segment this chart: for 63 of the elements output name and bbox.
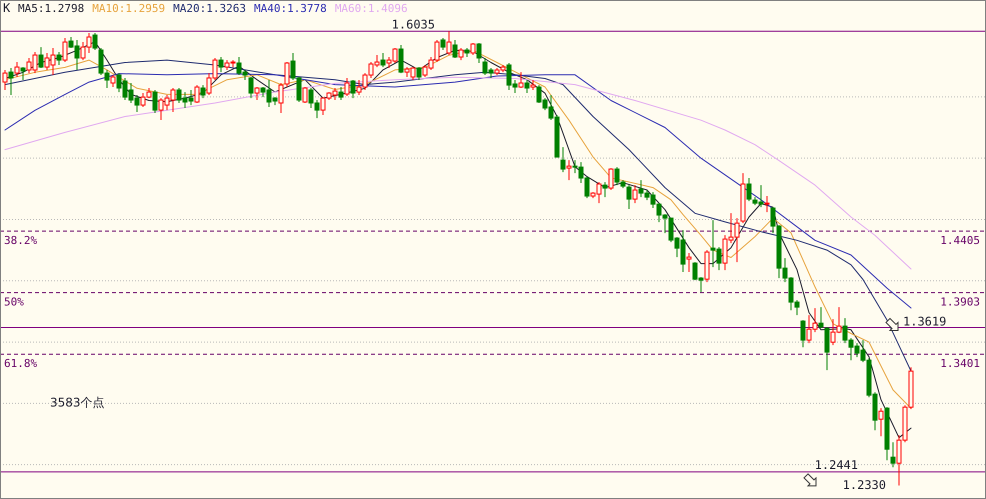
candlestick xyxy=(92,32,98,51)
annotation: 1.2441 xyxy=(814,458,858,472)
candlestick xyxy=(344,77,350,96)
candlestick xyxy=(764,196,770,213)
annotation: 61.8% xyxy=(4,357,38,370)
candlestick xyxy=(56,51,62,66)
candlestick xyxy=(200,84,206,99)
candlestick xyxy=(2,70,8,90)
annotation: 3583个点 xyxy=(50,396,105,410)
candlestick xyxy=(602,182,608,198)
annotation: 1.3619 xyxy=(903,314,946,328)
annotation: K xyxy=(3,1,11,15)
text: MA5:1.2798 xyxy=(18,2,84,15)
candlestick xyxy=(440,38,446,51)
candlestick xyxy=(878,408,884,437)
candlestick xyxy=(560,146,566,173)
candlestick xyxy=(194,84,200,104)
candlestick xyxy=(284,62,290,88)
candlestick xyxy=(446,30,452,56)
candlestick xyxy=(380,52,386,68)
candlestick xyxy=(746,178,752,202)
candlestick xyxy=(14,62,20,78)
candlestick xyxy=(416,66,422,81)
candlestick xyxy=(632,184,638,204)
candlestick xyxy=(248,76,254,99)
candlestick xyxy=(152,89,158,114)
candlestick xyxy=(530,80,536,90)
candlestick xyxy=(110,74,116,88)
candlestick xyxy=(686,252,692,273)
candlestick xyxy=(626,184,632,210)
candlestick xyxy=(38,46,44,69)
candlestick xyxy=(62,38,68,63)
annotation: 1.2330 xyxy=(842,478,886,492)
text: MA40:1.3778 xyxy=(254,2,327,15)
candlestick xyxy=(818,306,824,329)
candlestick xyxy=(476,42,482,64)
ref-line-label: 1.3401 xyxy=(940,357,980,370)
candlestick xyxy=(302,86,308,104)
annotation: 38.2% xyxy=(4,234,38,248)
candlestick xyxy=(278,82,284,114)
ref-line-label: 1.4405 xyxy=(940,234,980,248)
candlestick xyxy=(338,86,344,101)
text: MA10:1.2959 xyxy=(92,2,166,15)
candlestick xyxy=(566,160,572,181)
candlestick xyxy=(890,442,896,468)
candlestick xyxy=(452,39,458,58)
text: MA60:1.4096 xyxy=(334,2,408,15)
candlestick xyxy=(518,72,524,89)
annotation: 1.6035 xyxy=(392,17,435,32)
candlestick xyxy=(608,168,614,191)
candlestick xyxy=(470,42,476,56)
candlestick xyxy=(218,56,224,73)
candlestick xyxy=(8,68,14,96)
candlestick xyxy=(398,44,404,74)
ref-line-label: 1.3903 xyxy=(940,296,980,309)
candlestick xyxy=(254,86,260,101)
text: MA20:1.3263 xyxy=(173,2,246,15)
annotation: 50% xyxy=(4,296,24,309)
candlestick xyxy=(524,80,530,94)
candlestick xyxy=(20,66,26,81)
candlestick xyxy=(800,320,806,348)
candlestick xyxy=(350,80,356,99)
candlestick xyxy=(458,48,464,61)
